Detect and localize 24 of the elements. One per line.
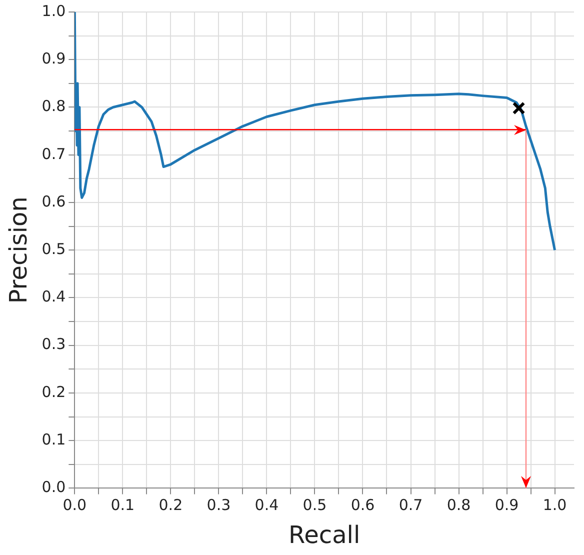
x-tick-label: 0.7 — [398, 496, 423, 514]
y-tick-label: 0.2 — [42, 382, 66, 401]
x-tick-label: 0.3 — [206, 496, 231, 514]
y-tick-label: 0.5 — [42, 240, 66, 258]
x-tick-label: 0.0 — [62, 496, 87, 514]
y-tick-label: 1.0 — [42, 2, 66, 20]
x-tick-label: 0.2 — [158, 496, 183, 514]
y-axis-title: Precision — [4, 196, 33, 304]
x-tick-label: 0.8 — [446, 496, 471, 514]
x-tick-label: 0.5 — [302, 496, 327, 514]
y-tick-label: 0.0 — [42, 478, 66, 496]
y-tick-label: 0.4 — [42, 288, 66, 306]
x-tick-label: 0.6 — [350, 496, 375, 514]
x-tick-label: 0.9 — [494, 496, 519, 514]
x-axis-title: Recall — [288, 520, 360, 549]
x-tick-label: 1.0 — [542, 496, 567, 514]
y-tick-label: 0.7 — [42, 144, 66, 163]
x-tick-label: 0.1 — [110, 496, 135, 514]
y-tick-label: 0.1 — [42, 430, 66, 448]
x-tick-label: 0.4 — [254, 496, 279, 514]
y-tick-label: 0.9 — [42, 50, 66, 68]
y-tick-label: 0.8 — [42, 97, 66, 116]
y-tick-label: 0.6 — [42, 192, 66, 210]
y-tick-label: 0.3 — [42, 335, 66, 354]
